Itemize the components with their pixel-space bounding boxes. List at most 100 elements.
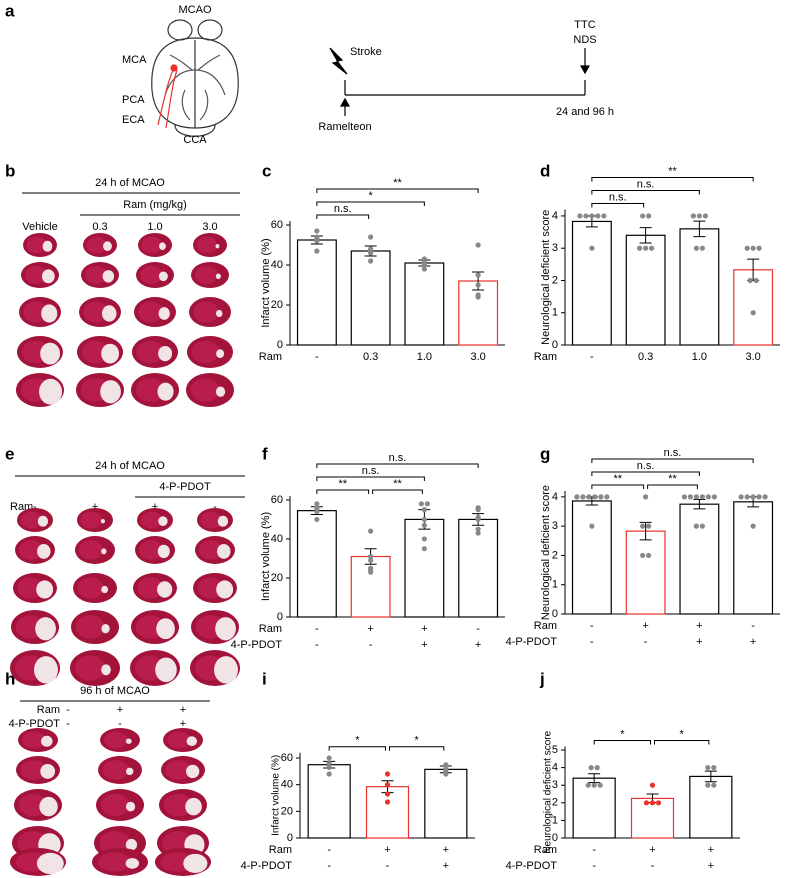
data-point: [421, 522, 427, 528]
slice-core: [77, 577, 104, 599]
data-point: [756, 245, 762, 251]
data-point: [421, 507, 427, 513]
data-point: [443, 762, 449, 768]
bar: [350, 555, 391, 618]
data-point: [693, 494, 699, 500]
infarct: [186, 764, 200, 779]
data-point: [384, 771, 391, 777]
slice-core: [104, 731, 128, 749]
y-tick-label: 5: [552, 744, 558, 756]
data-point: [384, 782, 391, 788]
group-label: 3.0: [202, 221, 217, 233]
slice-core: [102, 760, 129, 780]
data-point: [594, 765, 600, 771]
data-point: [604, 494, 610, 500]
y-tick-label: 20: [281, 805, 293, 817]
data-point: [711, 494, 717, 500]
infarct: [125, 801, 136, 812]
y-tick-label: 0: [277, 339, 283, 351]
data-point: [314, 238, 320, 244]
test-label: TTC: [574, 19, 595, 31]
x-tick-label: -: [590, 620, 594, 632]
data-point: [368, 234, 374, 240]
data-point: [326, 764, 332, 770]
x-tick-label: -: [386, 860, 390, 872]
infarct: [41, 735, 53, 747]
data-point: [589, 245, 595, 251]
data-point: [368, 258, 374, 264]
x-tick-label: 3.0: [745, 351, 760, 363]
bar: [689, 775, 733, 839]
slice-core: [191, 340, 220, 364]
y-tick-label: 0: [552, 339, 558, 351]
data-point: [475, 294, 481, 300]
slice-core: [167, 731, 191, 749]
significance-label: *: [415, 735, 420, 747]
infarct: [101, 664, 111, 676]
group-label: +: [152, 501, 158, 513]
slice-core: [83, 301, 109, 323]
slice-core: [22, 731, 46, 749]
x-row-label: Ram: [259, 623, 282, 635]
data-point: [368, 557, 374, 564]
x-tick-label: -: [751, 620, 755, 632]
data-point: [649, 245, 655, 251]
bar: [458, 518, 499, 618]
bar: [350, 250, 391, 346]
y-tick-label: 2: [552, 274, 558, 286]
y-axis-label: Neurological deficient score: [543, 730, 554, 853]
data-point: [475, 526, 481, 532]
bar: [404, 262, 445, 346]
infarct: [157, 544, 170, 559]
error-bar: [693, 220, 706, 238]
significance-bracket: [389, 746, 445, 751]
data-point: [753, 277, 759, 284]
data-point: [583, 213, 589, 219]
data-point: [314, 516, 320, 523]
significance-bracket: [328, 746, 386, 751]
slice-core: [84, 265, 108, 285]
bar: [458, 280, 499, 346]
x-tick-label: 3.0: [470, 351, 485, 363]
data-point: [702, 213, 708, 219]
y-tick-label: 4: [552, 491, 558, 503]
bar: [733, 269, 774, 346]
panel-letter: c: [262, 161, 271, 180]
infarct: [42, 240, 53, 252]
slice-core: [139, 540, 163, 560]
significance-bracket: [647, 484, 698, 489]
data-point: [424, 501, 430, 507]
vessel-label: PCA: [122, 94, 145, 106]
significance-label: **: [393, 177, 402, 189]
y-axis-label: Infarct volume (%): [271, 755, 282, 836]
data-point: [646, 523, 652, 529]
data-point: [705, 494, 711, 500]
data-point: [643, 494, 649, 500]
data-point: [643, 245, 649, 251]
bar: [571, 500, 612, 615]
data-point: [574, 494, 580, 500]
x-tick-label: -: [476, 623, 480, 635]
infarct: [37, 515, 49, 527]
data-point: [314, 228, 320, 234]
infarct: [158, 307, 170, 320]
data-point: [655, 800, 662, 806]
bar: [625, 234, 666, 346]
bar: [296, 510, 337, 618]
data-point: [649, 782, 656, 788]
infarct: [185, 797, 202, 816]
y-tick-label: 3: [552, 520, 558, 532]
ram-label: Ram (mg/kg): [123, 199, 187, 211]
significance-label: **: [338, 478, 347, 490]
bar: [733, 501, 774, 615]
bar: [296, 239, 337, 346]
infarct: [125, 838, 138, 851]
x-row-label: Ram: [534, 620, 557, 632]
data-point: [592, 494, 598, 500]
data-point: [368, 553, 374, 560]
data-point: [475, 507, 481, 513]
group-label: Vehicle: [22, 221, 57, 233]
slice-core: [20, 511, 43, 529]
y-axis-label: Infarct volume (%): [260, 512, 272, 601]
data-point: [421, 546, 427, 552]
